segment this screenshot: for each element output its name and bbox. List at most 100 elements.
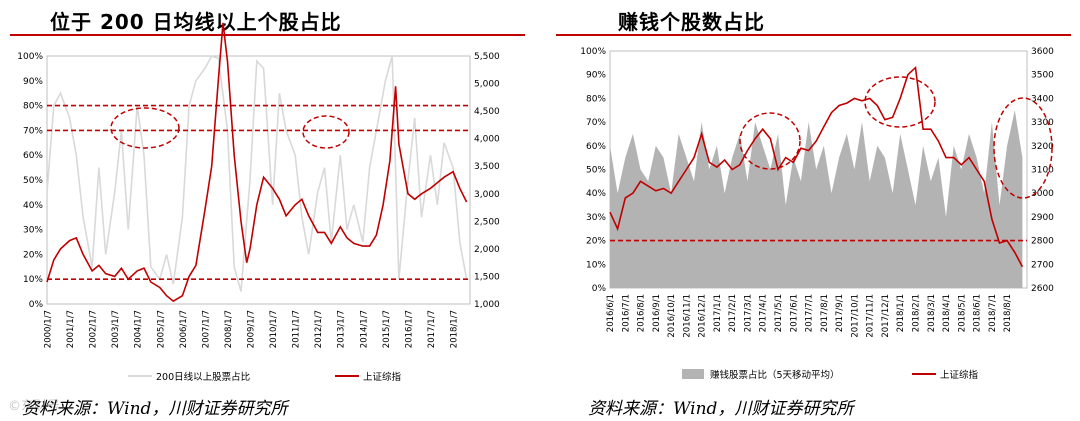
left-x-tick-label: 2009/1/7 [246,310,256,348]
right-x-tick-label: 2016/10/1 [667,294,677,338]
left-right-tick-label: 5,500 [474,52,500,62]
left-x-tick-label: 2010/1/7 [269,310,279,348]
left-x-tick-label: 2016/1/7 [404,310,414,348]
left-x-tick-label: 2006/1/7 [179,310,189,348]
right-left-tick-label: 90% [586,71,606,81]
right-x-tick-label: 2018/2/1 [911,294,921,332]
right-left-tick-label: 30% [586,213,606,223]
right-right-tick-label: 3200 [1031,142,1054,152]
left-right-tick-label: 4,500 [474,107,500,117]
left-left-tick-label: 80% [23,102,43,112]
left-x-tick-label: 2003/1/7 [111,310,121,348]
right-x-tick-label: 2017/9/1 [835,294,845,332]
left-x-tick-label: 2000/1/7 [43,310,53,348]
left-legend-label: 上证综指 [363,371,402,383]
right-x-tick-label: 2017/7/1 [805,294,815,332]
right-x-tick-label: 2018/1/1 [896,294,906,332]
right-series-area-profit-share [610,110,1023,288]
right-x-tick-label: 2017/5/1 [774,294,784,332]
right-left-tick-label: 20% [586,237,606,247]
right-chart-title: 赚钱个股数占比 [618,10,765,34]
left-series-line-index [46,22,468,303]
left-x-tick-label: 2015/1/7 [382,310,392,348]
right-right-tick-label: 2900 [1031,213,1054,223]
right-left-tick-label: 40% [586,189,606,199]
left-right-tick-label: 1,000 [474,300,500,310]
left-left-tick-label: 100% [17,52,43,62]
left-left-tick-label: 90% [23,77,43,87]
right-x-tick-label: 2016/9/1 [652,294,662,332]
right-right-tick-label: 3400 [1031,94,1054,104]
right-right-tick-label: 3600 [1031,47,1054,57]
right-chart-panel: 赚钱个股数占比 0% 10% 20% 30% 40% 50% 60% 70% 80% 90% 100… [540,0,1080,421]
right-right-tick-label: 2600 [1031,284,1054,294]
left-x-tick-label: 2012/1/7 [314,310,324,348]
left-series-line-above-200ma [46,55,468,292]
left-chart-svg: 0% 10% 20% 30% 40% 50% 60% 70% 80% 90% 100% 1,000 1,… [17,22,500,383]
left-right-tick-label: 1,500 [474,272,500,282]
right-x-tick-label: 2016/6/1 [606,294,616,332]
right-x-tick-label: 2017/3/1 [743,294,753,332]
right-right-tick-label: 2800 [1031,237,1054,247]
left-x-tick-label: 2005/1/7 [156,310,166,348]
left-plot-frame [46,55,471,305]
right-x-tick-label: 2016/7/1 [621,294,631,332]
watermark-text: ©东财号 [8,399,61,414]
right-x-tick-label: 2017/10/1 [850,294,860,338]
left-x-tick-label: 2004/1/7 [134,310,144,348]
left-highlight-ellipse [302,115,350,149]
left-right-tick-label: 3,000 [474,190,500,200]
left-title-rule [10,34,525,36]
right-x-tick-label: 2016/12/1 [698,294,708,338]
left-left-tick-label: 70% [23,126,43,136]
right-x-tick-label: 2018/5/1 [957,294,967,332]
right-right-tick-label: 3100 [1031,166,1054,176]
right-right-tick-label: 3300 [1031,118,1054,128]
left-source-note: 资料来源：Wind，川财证券研究所 [22,399,288,419]
right-left-tick-label: 80% [586,94,606,104]
right-chart-svg: 0% 10% 20% 30% 40% 50% 60% 70% 80% 90% 100% 2600 270… [580,47,1054,381]
left-right-tick-label: 2,000 [474,245,500,255]
left-chart-panel: 位于 200 日均线以上个股占比 0% 10% 20% 30% 40% 50% 60% 70%… [8,10,525,419]
left-x-tick-label: 2013/1/7 [337,310,347,348]
left-left-tick-label: 40% [23,201,43,211]
right-right-tick-label: 3000 [1031,189,1054,199]
right-x-tick-label: 2017/6/1 [789,294,799,332]
right-x-tick-label: 2017/2/1 [728,294,738,332]
right-highlight-ellipse [864,76,936,128]
right-right-tick-label: 2700 [1031,260,1054,270]
right-x-tick-label: 2018/6/1 [973,294,983,332]
left-right-tick-label: 3,500 [474,162,500,172]
right-legend-swatch [682,369,704,379]
right-series-line-index [609,65,1024,268]
left-x-tick-label: 2002/1/7 [89,310,99,348]
left-left-tick-label: 50% [23,176,43,186]
right-left-tick-label: 60% [586,142,606,152]
right-x-tick-label: 2017/4/1 [759,294,769,332]
right-x-tick-label: 2016/11/1 [682,294,692,338]
right-x-tick-label: 2018/3/1 [927,294,937,332]
right-x-tick-label: 2017/12/1 [881,294,891,338]
left-legend-label: 200日线以上股票占比 [156,371,250,383]
right-highlight-ellipse [993,97,1053,199]
left-x-tick-label: 2014/1/7 [359,310,369,348]
right-title-rule [556,34,1071,36]
right-x-tick-label: 2017/8/1 [820,294,830,332]
left-left-tick-label: 10% [23,275,43,285]
right-x-tick-label: 2017/11/1 [866,294,876,338]
left-chart-title: 位于 200 日均线以上个股占比 [50,10,342,34]
left-right-tick-label: 4,000 [474,135,500,145]
right-x-tick-label: 2017/1/1 [713,294,723,332]
right-highlight-ellipse [739,112,801,170]
right-left-tick-label: 100% [580,47,606,57]
left-x-tick-label: 2007/1/7 [201,310,211,348]
right-source-note: 资料来源：Wind，川财证券研究所 [588,399,854,419]
left-left-tick-label: 20% [23,250,43,260]
left-highlight-ellipse [110,107,180,149]
left-x-tick-label: 2017/1/7 [427,310,437,348]
right-x-tick-label: 2018/8/1 [1003,294,1013,332]
left-x-tick-label: 2008/1/7 [224,310,234,348]
right-x-tick-label: 2016/8/1 [637,294,647,332]
left-left-tick-label: 30% [23,226,43,236]
right-left-tick-label: 0% [592,284,607,294]
